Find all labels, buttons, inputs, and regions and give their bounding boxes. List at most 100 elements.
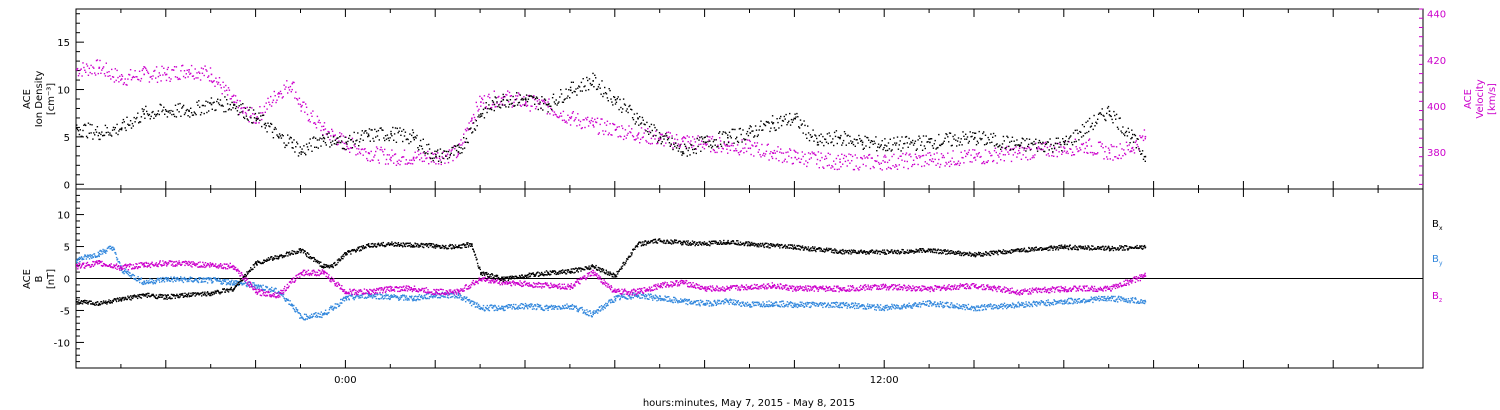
data-point <box>642 136 644 138</box>
data-point <box>282 295 284 298</box>
data-point <box>672 301 674 304</box>
data-point <box>415 137 417 139</box>
data-point <box>733 142 735 144</box>
data-point <box>521 97 523 100</box>
data-point <box>293 308 296 311</box>
data-point <box>954 307 956 309</box>
data-point <box>376 135 379 137</box>
data-point <box>1048 149 1050 151</box>
data-point <box>931 305 933 307</box>
bottom-left-ytick-label: 10 <box>57 211 70 222</box>
data-point <box>207 101 209 103</box>
data-point <box>559 308 562 310</box>
data-point <box>1117 128 1120 130</box>
data-point <box>843 131 846 133</box>
data-point <box>544 99 547 101</box>
data-point <box>490 108 493 111</box>
data-point <box>154 263 157 265</box>
data-point <box>1022 138 1024 140</box>
data-point <box>685 147 688 150</box>
data-point <box>1036 301 1039 303</box>
data-point <box>538 99 540 101</box>
data-point <box>199 266 202 268</box>
data-point <box>1095 153 1097 155</box>
data-point <box>100 253 102 256</box>
data-point <box>1131 150 1133 153</box>
data-point <box>506 304 508 307</box>
data-point <box>716 146 718 148</box>
data-point <box>1138 149 1140 151</box>
data-point <box>871 140 873 143</box>
data-point <box>927 300 929 302</box>
data-point <box>191 263 194 265</box>
data-point <box>117 76 119 79</box>
data-point <box>748 303 750 305</box>
data-point <box>781 300 783 302</box>
data-point <box>901 308 903 310</box>
data-point <box>909 304 911 307</box>
data-point <box>446 155 448 157</box>
data-point <box>1125 130 1128 133</box>
data-point <box>76 67 79 70</box>
data-point <box>1006 145 1008 148</box>
data-point <box>587 116 589 119</box>
data-point <box>992 305 994 307</box>
series-#000000-points <box>76 72 1147 163</box>
data-point <box>925 135 927 137</box>
data-point <box>1069 148 1071 150</box>
data-point <box>650 137 653 140</box>
data-point <box>904 142 906 145</box>
data-point <box>641 136 644 139</box>
data-point <box>1063 141 1066 144</box>
data-point <box>123 272 125 275</box>
data-point <box>906 160 908 163</box>
data-point <box>203 112 205 115</box>
data-point <box>1133 133 1136 136</box>
data-point <box>767 143 769 145</box>
data-anchor-point <box>974 307 976 309</box>
data-anchor-point <box>300 151 303 153</box>
data-point <box>824 138 827 141</box>
data-anchor-point <box>659 297 662 300</box>
data-point <box>1135 140 1137 142</box>
data-point <box>166 280 168 282</box>
data-point <box>385 158 388 161</box>
data-point <box>1066 150 1068 153</box>
data-point <box>296 98 298 100</box>
data-point <box>1073 141 1076 143</box>
data-point <box>534 98 537 100</box>
data-point <box>1069 297 1071 300</box>
data-point <box>871 157 873 159</box>
data-point <box>1089 126 1092 128</box>
top-left-ytick-label: 5 <box>64 133 70 144</box>
data-point <box>446 153 449 155</box>
data-point <box>584 309 586 312</box>
data-point <box>566 97 568 99</box>
data-point <box>405 299 407 301</box>
data-point <box>372 296 374 298</box>
data-point <box>922 300 924 303</box>
data-point <box>1143 156 1146 158</box>
data-point <box>821 304 823 307</box>
data-anchor-point <box>76 259 78 261</box>
data-point <box>140 116 143 118</box>
data-point <box>447 297 450 299</box>
data-point <box>420 296 422 299</box>
data-point <box>770 151 772 153</box>
data-point <box>373 294 375 296</box>
data-point <box>173 265 175 267</box>
data-point <box>1038 147 1041 149</box>
data-point <box>1122 155 1124 157</box>
data-point <box>311 316 313 319</box>
data-point <box>594 310 597 312</box>
data-point <box>457 292 459 294</box>
data-point <box>514 308 516 310</box>
data-point <box>548 98 550 100</box>
data-point <box>517 305 520 307</box>
data-point <box>204 277 206 280</box>
data-point <box>819 140 821 143</box>
data-point <box>582 312 584 314</box>
data-point <box>971 135 973 138</box>
data-point <box>696 137 698 140</box>
data-point <box>737 300 739 302</box>
